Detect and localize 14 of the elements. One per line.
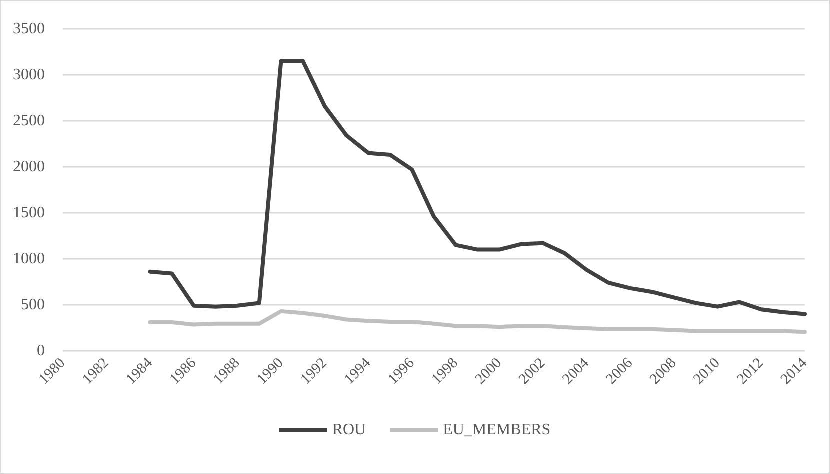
x-tick-label: 1990: [254, 355, 287, 388]
x-tick-label: 1992: [298, 355, 331, 388]
legend-label: ROU: [332, 422, 367, 438]
y-tick-label: 1000: [13, 250, 45, 268]
y-tick-label: 1500: [13, 204, 45, 222]
y-tick-label: 3000: [13, 66, 45, 84]
y-tick-label: 2500: [13, 112, 45, 130]
line-series: [148, 59, 807, 316]
line-series: [148, 309, 807, 334]
y-tick-label: 2000: [13, 158, 45, 176]
y-tick-label: 500: [21, 296, 45, 314]
y-tick-label: 3500: [13, 20, 45, 38]
legend-label: EU_MEMBERS: [443, 422, 551, 438]
x-tick-label: 1982: [80, 355, 112, 388]
